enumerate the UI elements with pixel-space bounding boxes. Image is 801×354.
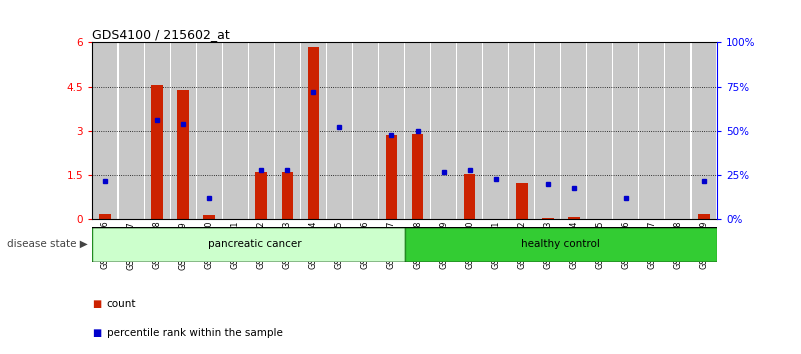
Text: healthy control: healthy control xyxy=(521,239,600,249)
Bar xyxy=(177,90,189,219)
Bar xyxy=(301,42,326,219)
Bar xyxy=(93,42,118,219)
Bar xyxy=(385,135,397,219)
Bar xyxy=(379,42,404,219)
Bar xyxy=(119,42,143,219)
Bar xyxy=(541,218,553,219)
Text: ■: ■ xyxy=(92,328,102,338)
Bar xyxy=(587,42,612,219)
Bar xyxy=(353,42,378,219)
Bar xyxy=(405,42,430,219)
Bar xyxy=(431,42,456,219)
Bar xyxy=(405,227,717,262)
Bar xyxy=(698,213,710,219)
Bar xyxy=(275,42,300,219)
Bar xyxy=(562,42,586,219)
Bar xyxy=(691,42,716,219)
Bar xyxy=(249,42,274,219)
Bar xyxy=(509,42,534,219)
Text: count: count xyxy=(107,299,136,309)
Text: disease state ▶: disease state ▶ xyxy=(7,239,88,249)
Text: pancreatic cancer: pancreatic cancer xyxy=(208,239,302,249)
Bar xyxy=(308,47,320,219)
Bar xyxy=(281,172,293,219)
Bar xyxy=(197,42,222,219)
Bar xyxy=(203,215,215,219)
Bar xyxy=(171,42,195,219)
Bar xyxy=(516,183,528,219)
Bar xyxy=(151,85,163,219)
Bar xyxy=(99,213,111,219)
Bar xyxy=(256,172,268,219)
Text: percentile rank within the sample: percentile rank within the sample xyxy=(107,328,283,338)
Bar xyxy=(535,42,560,219)
Bar xyxy=(457,42,482,219)
Bar xyxy=(464,174,476,219)
Bar xyxy=(223,42,248,219)
Text: GDS4100 / 215602_at: GDS4100 / 215602_at xyxy=(92,28,230,41)
Bar xyxy=(412,134,424,219)
Bar xyxy=(614,42,638,219)
Bar xyxy=(483,42,508,219)
Bar xyxy=(327,42,352,219)
Bar xyxy=(666,42,690,219)
Text: ■: ■ xyxy=(92,299,102,309)
Bar xyxy=(92,227,405,262)
Bar xyxy=(568,217,580,219)
Bar xyxy=(145,42,170,219)
Bar xyxy=(639,42,664,219)
